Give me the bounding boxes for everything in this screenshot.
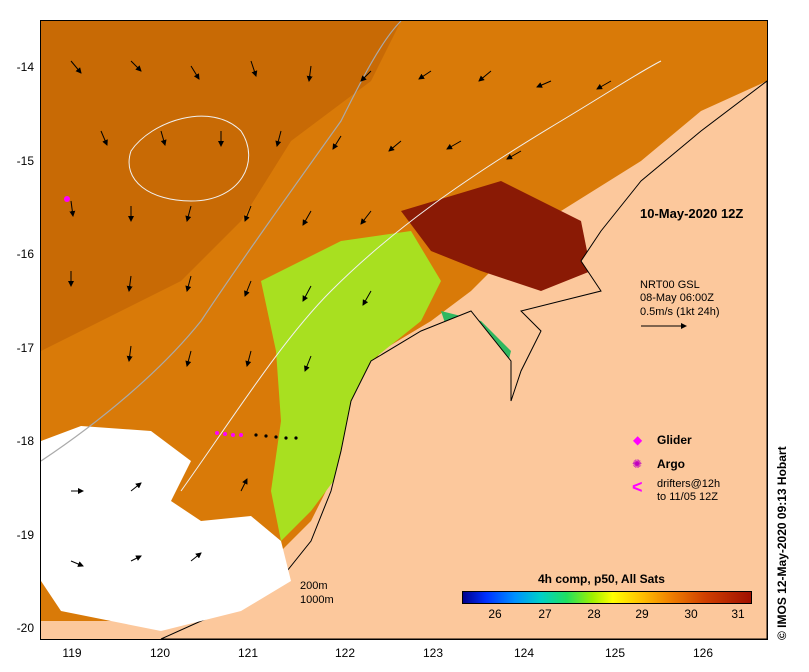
x-tick: 125: [604, 646, 626, 660]
cloud-cover: [41, 426, 291, 631]
colorbar-tick: 27: [538, 607, 552, 621]
colorbar-tick: 28: [587, 607, 601, 621]
colorbar-tick: 26: [488, 607, 502, 621]
x-tick: 120: [149, 646, 171, 660]
current-scale: 0.5m/s (1kt 24h): [640, 306, 720, 318]
drifter-legend-label1: drifters@12h: [657, 478, 721, 490]
drifter-legend-icon: <: [632, 477, 643, 497]
sst-map: [40, 20, 768, 640]
glider-marker: [64, 196, 70, 202]
y-tick: -16: [16, 247, 34, 261]
hot-water: [401, 181, 591, 291]
x-tick: 126: [692, 646, 714, 660]
current-source: NRT00 GSL: [640, 279, 700, 291]
sst-colorbar: [462, 591, 752, 604]
y-tick: -14: [16, 60, 34, 74]
x-tick: 123: [422, 646, 444, 660]
argo-legend-icon: ✺: [632, 457, 643, 471]
y-tick: -15: [16, 154, 34, 168]
cool-water: [261, 231, 441, 541]
depth-label-200: 200m: [300, 580, 328, 592]
y-tick: -18: [16, 434, 34, 448]
glider-legend-label: Glider: [657, 433, 692, 447]
y-tick: -17: [16, 341, 34, 355]
y-tick: -19: [16, 528, 34, 542]
drifter-track: [215, 431, 298, 440]
colorbar-title: 4h comp, p50, All Sats: [538, 572, 665, 586]
colorbar-tick: 31: [731, 607, 745, 621]
drifter-legend-label2: to 11/05 12Z: [657, 491, 718, 503]
contour-1000m: [180, 60, 662, 492]
depth-label-1000: 1000m: [300, 594, 334, 606]
colorbar-tick: 29: [635, 607, 649, 621]
colorbar-tick: 30: [684, 607, 698, 621]
current-arrows: [68, 60, 687, 567]
current-date: 08-May 06:00Z: [640, 292, 714, 304]
x-tick: 119: [62, 646, 82, 660]
y-tick: -20: [16, 621, 34, 635]
x-tick: 121: [237, 646, 259, 660]
x-tick: 124: [513, 646, 535, 660]
x-tick: 122: [334, 646, 356, 660]
argo-legend-label: Argo: [657, 457, 685, 471]
glider-legend-icon: ◆: [633, 433, 643, 447]
date-label: 10-May-2020 12Z: [640, 206, 744, 221]
credit-text: © IMOS 12-May-2020 09:13 Hobart: [775, 446, 789, 640]
map-canvas: [41, 21, 767, 639]
